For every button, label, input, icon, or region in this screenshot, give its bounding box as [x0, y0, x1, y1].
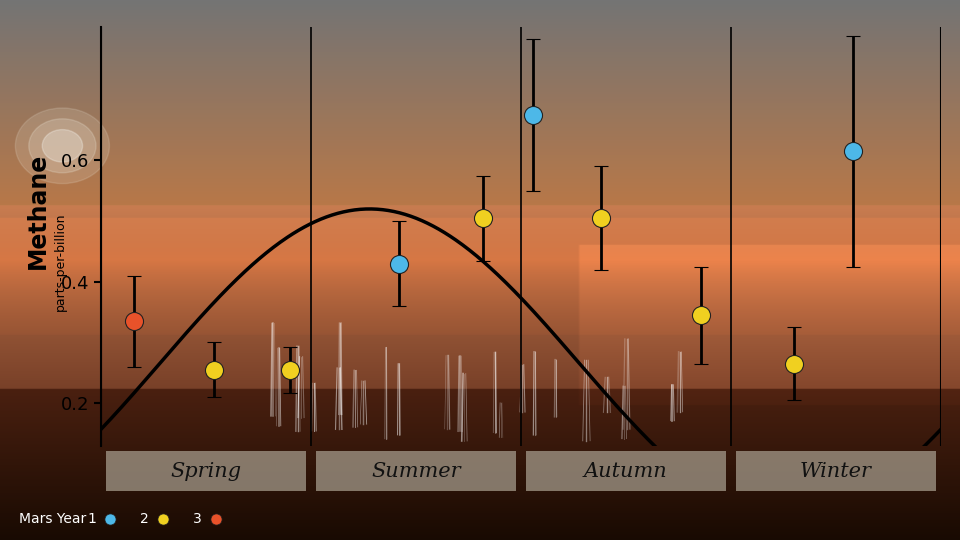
- Ellipse shape: [42, 130, 83, 162]
- Text: 2: 2: [140, 512, 149, 526]
- Text: Autumn: Autumn: [584, 462, 667, 481]
- Text: 1: 1: [87, 512, 96, 526]
- Text: Summer: Summer: [371, 462, 461, 481]
- Ellipse shape: [29, 119, 96, 173]
- Ellipse shape: [15, 108, 109, 184]
- Text: Winter: Winter: [800, 462, 872, 481]
- Text: 3: 3: [193, 512, 202, 526]
- Text: parts-per-billion: parts-per-billion: [54, 212, 67, 310]
- Text: Spring: Spring: [170, 462, 241, 481]
- Text: Methane: Methane: [26, 153, 50, 269]
- Text: Mars Year: Mars Year: [19, 512, 86, 526]
